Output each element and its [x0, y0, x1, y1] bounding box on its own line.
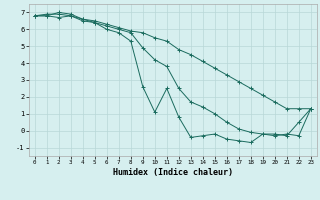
X-axis label: Humidex (Indice chaleur): Humidex (Indice chaleur) [113, 168, 233, 177]
